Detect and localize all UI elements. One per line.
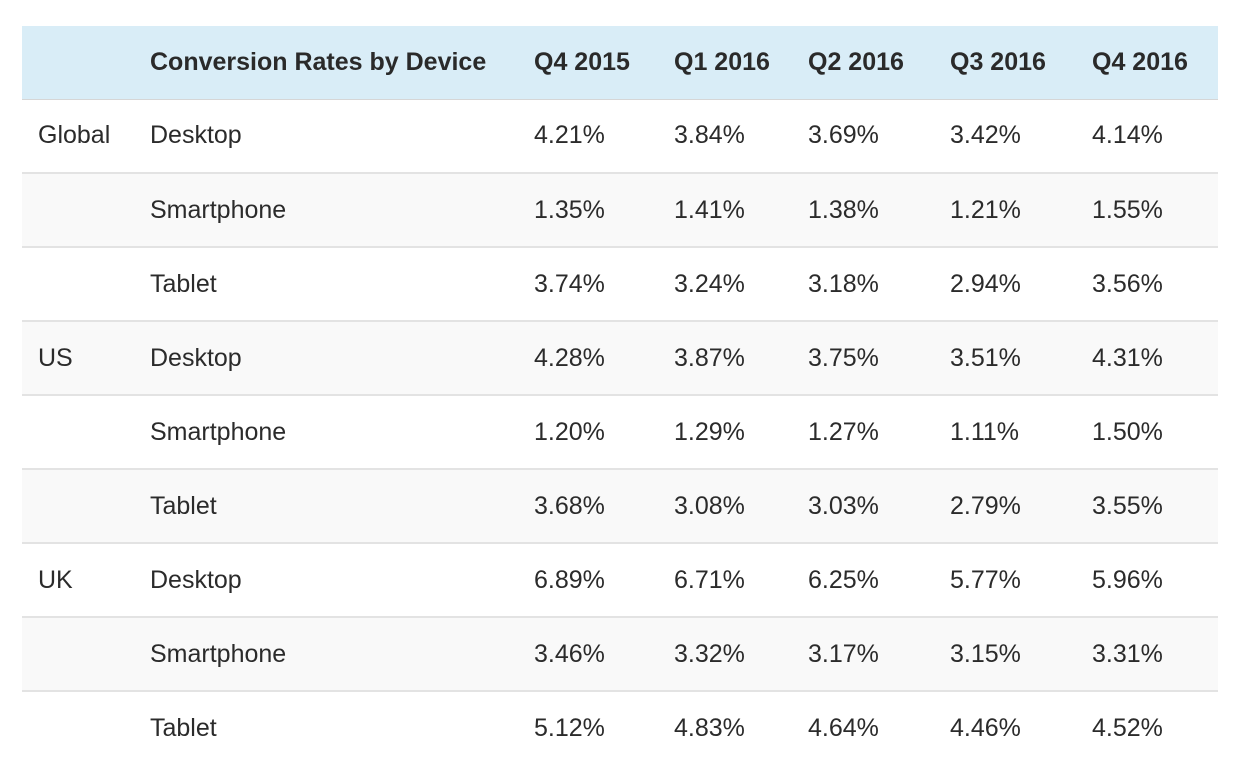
table-row: Smartphone 3.46% 3.32% 3.17% 3.15% 3.31% (22, 617, 1218, 691)
region-cell (22, 173, 150, 247)
value-cell: 3.46% (534, 639, 605, 668)
table-row: Tablet 5.12% 4.83% 4.64% 4.46% 4.52% (22, 691, 1218, 765)
value-cell: 3.51% (950, 343, 1021, 372)
region-cell (22, 469, 150, 543)
value-cell: 1.29% (674, 417, 745, 446)
header-quarter: Q1 2016 (674, 26, 808, 100)
value-cell: 1.20% (534, 417, 605, 446)
value-cell: 3.08% (674, 491, 745, 520)
value-cell: 5.77% (950, 565, 1021, 594)
value-cell: 4.64% (808, 714, 879, 742)
value-cell: 3.56% (1092, 269, 1163, 298)
value-cell: 2.94% (950, 269, 1021, 298)
value-cell: 3.69% (808, 121, 879, 150)
device-cell: Desktop (150, 121, 242, 150)
value-cell: 3.31% (1092, 639, 1163, 668)
header-quarter: Q3 2016 (950, 26, 1092, 100)
value-cell: 5.12% (534, 714, 605, 742)
value-cell: 4.14% (1092, 121, 1163, 150)
header-quarter: Q4 2015 (534, 26, 674, 100)
header-quarter: Q4 2016 (1092, 26, 1218, 100)
table-row: Tablet 3.74% 3.24% 3.18% 2.94% 3.56% (22, 247, 1218, 321)
conversion-rates-table: Conversion Rates by Device Q4 2015 Q1 20… (22, 26, 1218, 765)
value-cell: 1.11% (950, 417, 1020, 446)
table-header-row: Conversion Rates by Device Q4 2015 Q1 20… (22, 26, 1218, 100)
value-cell: 3.75% (808, 343, 879, 372)
value-cell: 3.74% (534, 269, 605, 298)
region-cell (22, 247, 150, 321)
value-cell: 3.68% (534, 491, 605, 520)
device-cell: Desktop (150, 565, 242, 594)
value-cell: 1.38% (808, 195, 879, 224)
value-cell: 3.17% (808, 639, 879, 668)
value-cell: 4.52% (1092, 714, 1163, 742)
value-cell: 1.50% (1092, 417, 1163, 446)
device-cell: Tablet (150, 269, 217, 298)
header-title: Conversion Rates by Device (150, 26, 534, 100)
value-cell: 3.24% (674, 269, 745, 298)
value-cell: 4.21% (534, 121, 605, 150)
value-cell: 3.87% (674, 343, 745, 372)
region-cell (22, 617, 150, 691)
value-cell: 4.46% (950, 714, 1021, 742)
device-cell: Desktop (150, 343, 242, 372)
value-cell: 2.79% (950, 491, 1021, 520)
value-cell: 5.96% (1092, 565, 1163, 594)
region-cell (22, 691, 150, 765)
device-cell: Tablet (150, 491, 217, 520)
table-row: Global Desktop 4.21% 3.84% 3.69% 3.42% 4.14% (22, 99, 1218, 173)
value-cell: 4.83% (674, 714, 745, 742)
value-cell: 3.03% (808, 491, 879, 520)
value-cell: 3.18% (808, 269, 879, 298)
value-cell: 6.71% (674, 565, 745, 594)
value-cell: 1.21% (950, 195, 1021, 224)
value-cell: 1.55% (1092, 195, 1163, 224)
table-body: Global Desktop 4.21% 3.84% 3.69% 3.42% 4.14% Sm… (22, 99, 1218, 765)
value-cell: 1.27% (808, 417, 879, 446)
table-row: US Desktop 4.28% 3.87% 3.75% 3.51% 4.31% (22, 321, 1218, 395)
region-cell: US (38, 343, 73, 372)
value-cell: 1.35% (534, 195, 605, 224)
value-cell: 3.15% (950, 639, 1021, 668)
value-cell: 3.55% (1092, 491, 1163, 520)
region-cell (22, 395, 150, 469)
value-cell: 6.89% (534, 565, 605, 594)
table-row: Smartphone 1.20% 1.29% 1.27% 1.11% 1.50% (22, 395, 1218, 469)
device-cell: Smartphone (150, 639, 287, 668)
value-cell: 3.32% (674, 639, 745, 668)
device-cell: Tablet (150, 714, 217, 742)
region-cell: Global (38, 121, 111, 150)
table-row: Smartphone 1.35% 1.41% 1.38% 1.21% 1.55% (22, 173, 1218, 247)
value-cell: 3.84% (674, 121, 745, 150)
conversion-table-wrapper: Conversion Rates by Device Q4 2015 Q1 20… (22, 26, 1218, 765)
value-cell: 4.28% (534, 343, 605, 372)
header-region-cell (22, 26, 150, 100)
device-cell: Smartphone (150, 195, 287, 224)
table-row: Tablet 3.68% 3.08% 3.03% 2.79% 3.55% (22, 469, 1218, 543)
value-cell: 4.31% (1092, 343, 1163, 372)
table-row: UK Desktop 6.89% 6.71% 6.25% 5.77% 5.96% (22, 543, 1218, 617)
value-cell: 6.25% (808, 565, 879, 594)
region-cell: UK (38, 565, 73, 594)
value-cell: 1.41% (674, 195, 745, 224)
device-cell: Smartphone (150, 417, 287, 446)
header-quarter: Q2 2016 (808, 26, 950, 100)
value-cell: 3.42% (950, 121, 1021, 150)
